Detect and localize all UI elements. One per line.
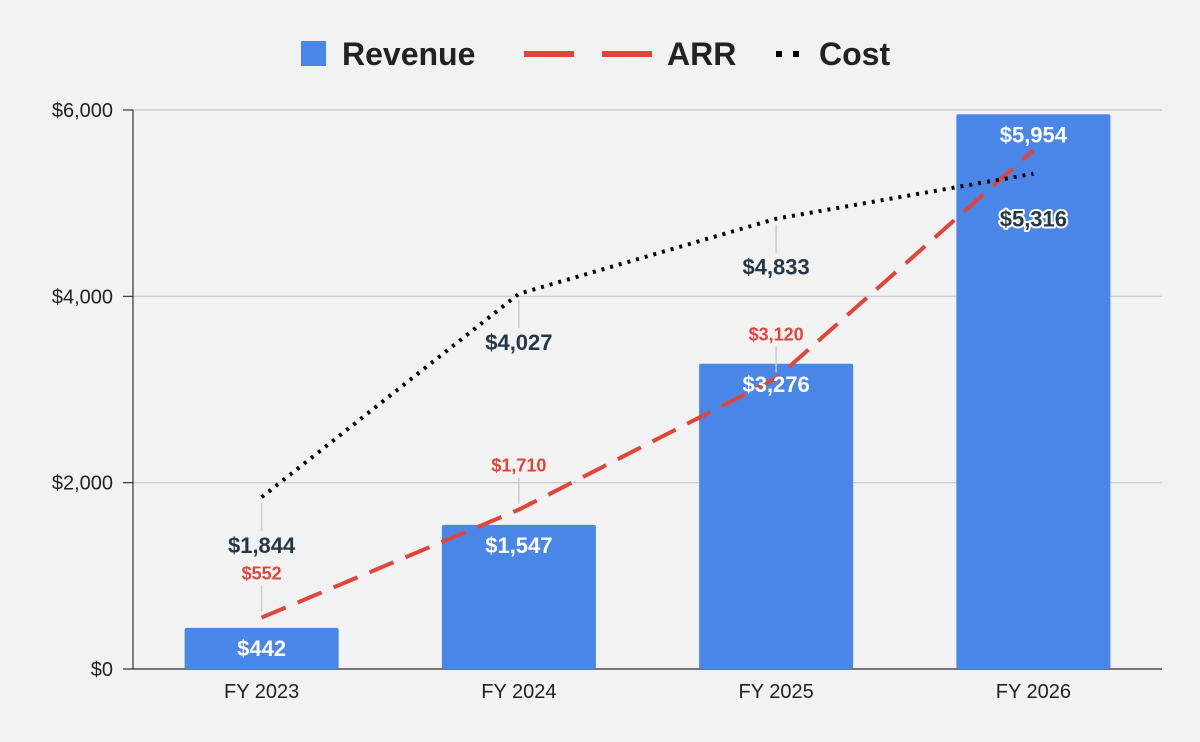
cost-value-label: $4,027 — [485, 330, 552, 355]
revenue-value-label: $5,954 — [1000, 122, 1068, 147]
arr-value-label: $3,120 — [749, 324, 804, 344]
y-tick-label: $0 — [91, 659, 113, 681]
x-tick-label: FY 2024 — [481, 681, 556, 703]
cost-value-label: $1,844 — [228, 533, 296, 558]
legend-label-revenue: Revenue — [342, 36, 475, 72]
x-tick-label: FY 2023 — [224, 681, 299, 703]
revenue-value-label: $1,547 — [485, 533, 552, 558]
legend-label-cost: Cost — [819, 36, 890, 72]
bar-revenue — [184, 627, 339, 669]
revenue-value-label: $3,276 — [742, 372, 809, 397]
revenue-value-label: $442 — [237, 636, 286, 661]
y-tick-label: $6,000 — [52, 100, 113, 122]
bar-revenue — [441, 524, 596, 669]
bar-revenue — [956, 114, 1111, 670]
cost-value-label: $4,833 — [742, 255, 809, 280]
y-tick-label: $2,000 — [52, 473, 113, 495]
line-arr — [260, 148, 1035, 620]
bar-revenue — [699, 363, 854, 669]
legend-label-arr: ARR — [667, 36, 736, 72]
arr-value-label: $1,710 — [491, 456, 546, 476]
x-tick-label: FY 2026 — [996, 681, 1071, 703]
y-tick-label: $4,000 — [52, 286, 113, 308]
line-cost — [260, 171, 1034, 499]
arr-value-label: $552 — [242, 564, 282, 584]
legend-swatch-revenue — [301, 41, 326, 66]
cost-value-label: $5,316 — [1000, 207, 1067, 232]
x-tick-label: FY 2025 — [739, 681, 814, 703]
